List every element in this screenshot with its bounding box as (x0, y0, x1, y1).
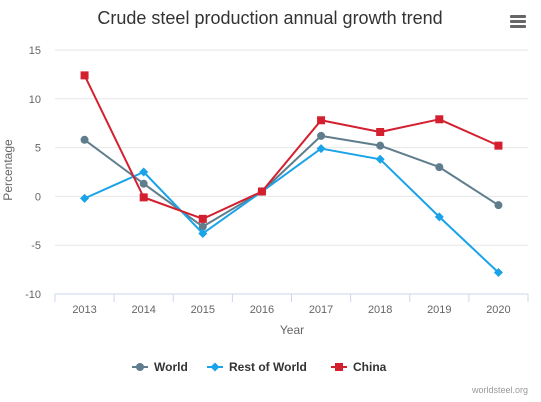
legend-item-rest-of-world[interactable]: Rest of World (207, 360, 307, 374)
data-point[interactable] (375, 154, 385, 164)
x-tick-label: 2017 (309, 304, 333, 316)
data-point[interactable] (316, 144, 326, 154)
legend-item-china[interactable]: China (331, 360, 387, 374)
x-axis (54, 293, 529, 302)
credit-link[interactable]: worldsteel.org (471, 385, 528, 395)
chart-title: Crude steel production annual growth tre… (97, 8, 442, 28)
hamburger-menu-icon (510, 15, 526, 28)
data-point[interactable] (494, 141, 503, 150)
data-point[interactable] (198, 228, 208, 238)
legend-label: China (353, 360, 387, 374)
x-tick-label: 2019 (427, 304, 451, 316)
legend-label: Rest of World (229, 360, 307, 374)
y-tick-label: 10 (29, 94, 41, 106)
y-tick-label: 5 (35, 143, 41, 155)
legend-marker[interactable] (136, 363, 144, 371)
series-layer (80, 71, 503, 278)
data-point[interactable] (317, 131, 326, 140)
series-line[interactable] (83, 74, 500, 220)
y-tick-label: -5 (31, 240, 41, 252)
data-point[interactable] (198, 222, 207, 231)
x-tick-label: 2015 (191, 304, 215, 316)
x-axis-ticks: 2013 2014 2015 2016 2017 2018 2019 2020 (72, 304, 510, 316)
x-tick-label: 2014 (131, 304, 155, 316)
legend-label: World (154, 360, 188, 374)
data-point[interactable] (493, 268, 503, 278)
x-tick-label: 2013 (72, 304, 96, 316)
legend: World Rest of World China (132, 360, 387, 374)
y-axis-ticks: -10 -5 0 5 10 15 (25, 45, 41, 301)
series-line[interactable] (83, 134, 500, 228)
y-axis-label: Percentage (1, 139, 15, 201)
data-point[interactable] (376, 127, 385, 136)
data-point[interactable] (494, 201, 503, 210)
data-point[interactable] (80, 193, 90, 203)
chart-menu-button[interactable] (506, 10, 528, 32)
legend-marker[interactable] (335, 363, 343, 371)
data-point[interactable] (257, 187, 266, 196)
data-point[interactable] (376, 141, 385, 150)
legend-marker[interactable] (210, 362, 220, 372)
data-point[interactable] (80, 71, 89, 80)
y-tick-label: 15 (29, 45, 41, 57)
series-china[interactable] (80, 71, 503, 223)
data-point[interactable] (139, 193, 148, 202)
data-point[interactable] (434, 212, 444, 222)
data-point[interactable] (317, 116, 326, 125)
data-point[interactable] (198, 214, 207, 223)
y-tick-label: 0 (35, 191, 41, 203)
series-line[interactable] (83, 147, 500, 274)
legend-item-world[interactable]: World (132, 360, 188, 374)
data-point[interactable] (435, 163, 444, 172)
data-point[interactable] (139, 167, 149, 177)
data-point[interactable] (80, 135, 89, 144)
data-point[interactable] (435, 115, 444, 124)
grid-lines (55, 49, 528, 295)
x-tick-label: 2016 (250, 304, 274, 316)
x-tick-label: 2018 (368, 304, 392, 316)
data-point[interactable] (139, 179, 148, 188)
x-tick-label: 2020 (486, 304, 510, 316)
y-tick-label: -10 (25, 289, 41, 301)
x-axis-label: Year (280, 323, 304, 337)
